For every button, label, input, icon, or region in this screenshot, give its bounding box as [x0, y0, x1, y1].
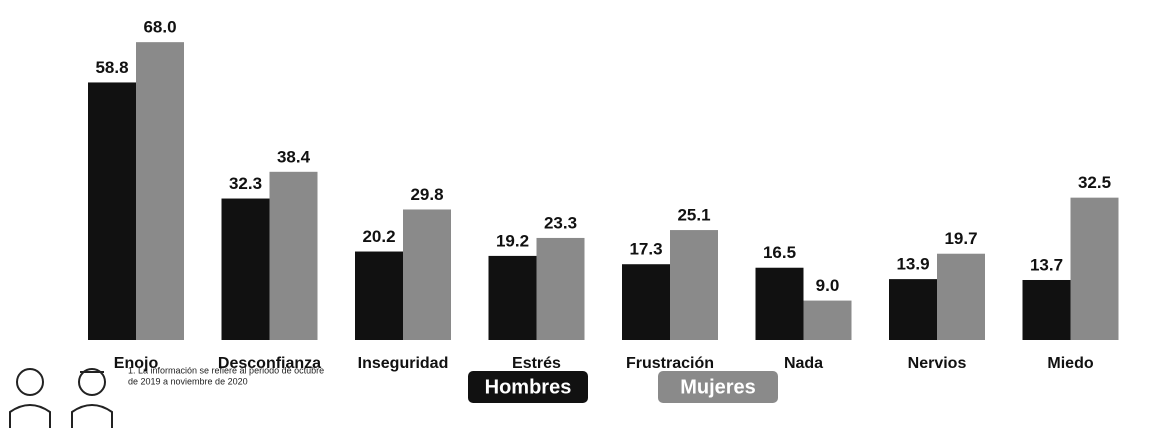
value-label: 13.7 — [1030, 255, 1063, 274]
value-label: 29.8 — [410, 185, 443, 204]
bar — [403, 209, 451, 340]
footnote: de 2019 a noviembre de 2020 — [128, 376, 248, 386]
legend-swatch — [468, 371, 588, 403]
value-label: 13.9 — [896, 255, 929, 274]
bar — [488, 255, 537, 340]
bar — [622, 264, 670, 340]
bar — [670, 230, 718, 340]
value-label: 16.5 — [763, 243, 796, 262]
bar — [889, 279, 937, 340]
footnote: 1. La información se refiere al periodo … — [128, 365, 324, 375]
x-tick-label: Frustración — [626, 355, 714, 372]
value-label: 19.2 — [496, 231, 529, 250]
value-label: 32.5 — [1078, 173, 1111, 192]
value-label: 25.1 — [677, 206, 710, 225]
value-label: 20.2 — [362, 227, 395, 246]
value-label: 38.4 — [277, 147, 311, 166]
value-label: 23.3 — [544, 213, 577, 232]
bar — [355, 251, 403, 340]
bar — [937, 253, 985, 340]
value-label: 19.7 — [944, 229, 977, 248]
x-tick-label: Miedo — [1047, 355, 1093, 372]
legend-swatch — [658, 371, 778, 403]
value-label: 17.3 — [629, 240, 662, 259]
x-tick-label: Desconfianza — [218, 355, 321, 372]
x-tick-label: Enojo — [114, 355, 159, 372]
bar — [755, 267, 804, 340]
bar — [136, 42, 184, 340]
value-label: 68.0 — [143, 18, 176, 37]
bar — [803, 300, 852, 340]
x-tick-label: Nervios — [908, 355, 967, 372]
x-tick-label: Estrés — [512, 355, 561, 372]
bar — [88, 82, 136, 341]
bar — [536, 237, 585, 340]
value-label: 32.3 — [229, 174, 262, 193]
legend-label: Hombres — [485, 376, 572, 398]
bar — [221, 198, 270, 340]
bar — [1022, 279, 1071, 340]
legend-label: Mujeres — [680, 376, 756, 398]
bar — [1070, 197, 1119, 340]
value-label: 9.0 — [816, 276, 840, 295]
value-label: 58.8 — [95, 58, 128, 77]
bar — [269, 171, 318, 340]
x-tick-label: Inseguridad — [358, 355, 449, 372]
x-tick-label: Nada — [784, 355, 823, 372]
people-icon — [9, 368, 113, 428]
